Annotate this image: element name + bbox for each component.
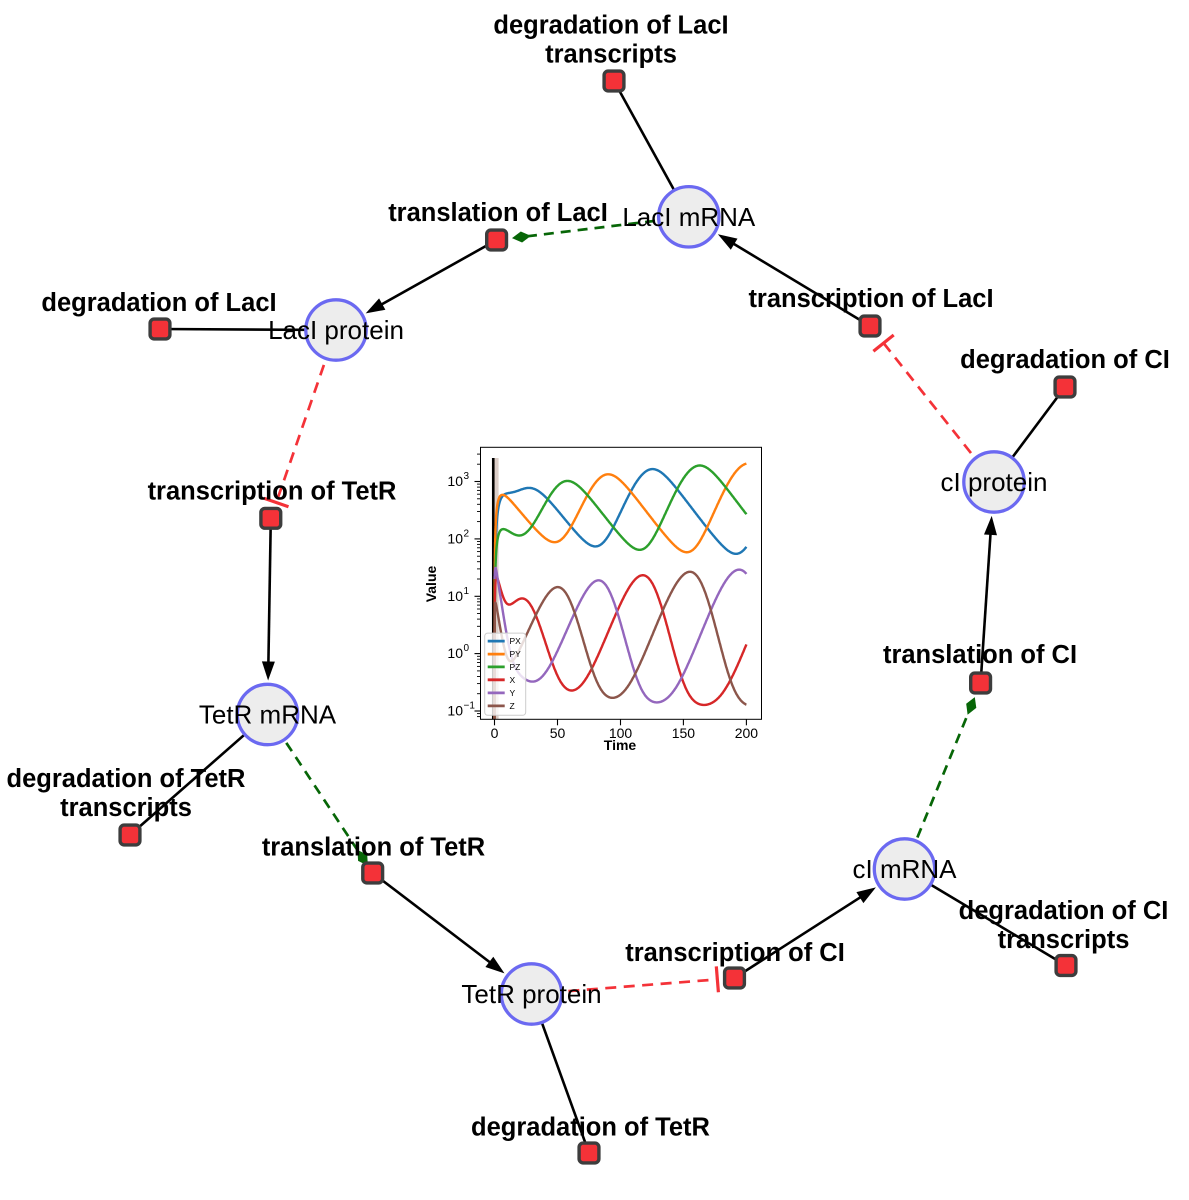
svg-text:X: X [510, 675, 516, 685]
svg-text:TetR mRNA: TetR mRNA [199, 700, 337, 730]
svg-text:degradation of LacI: degradation of LacI [493, 12, 728, 40]
svg-text:−1: −1 [464, 701, 476, 712]
svg-text:10: 10 [447, 530, 463, 546]
svg-text:PZ: PZ [510, 662, 521, 672]
svg-text:degradation of CI: degradation of CI [960, 346, 1170, 374]
svg-text:translation of CI: translation of CI [883, 641, 1077, 669]
svg-text:3: 3 [464, 471, 470, 482]
svg-text:degradation of CI: degradation of CI [959, 897, 1169, 925]
svg-text:1: 1 [464, 586, 470, 597]
svg-text:150: 150 [672, 725, 696, 741]
svg-text:translation of TetR: translation of TetR [262, 834, 485, 862]
svg-text:PY: PY [510, 649, 522, 659]
svg-text:transcription of LacI: transcription of LacI [748, 285, 993, 313]
svg-text:2: 2 [464, 528, 470, 539]
svg-text:cI mRNA: cI mRNA [853, 854, 958, 884]
svg-text:0: 0 [491, 725, 499, 741]
svg-text:10: 10 [447, 645, 463, 661]
svg-text:200: 200 [735, 725, 759, 741]
svg-text:0: 0 [464, 643, 470, 654]
svg-text:PX: PX [510, 636, 522, 646]
svg-text:transcripts: transcripts [60, 794, 192, 822]
svg-text:Time: Time [604, 737, 637, 753]
svg-text:10: 10 [447, 588, 463, 604]
svg-text:50: 50 [550, 725, 566, 741]
svg-text:transcription of TetR: transcription of TetR [148, 478, 397, 506]
svg-text:TetR protein: TetR protein [461, 979, 601, 1009]
svg-text:10: 10 [447, 473, 463, 489]
svg-text:degradation of LacI: degradation of LacI [41, 289, 276, 317]
svg-text:Value: Value [423, 566, 439, 603]
svg-text:Z: Z [510, 701, 515, 711]
svg-text:LacI protein: LacI protein [268, 315, 404, 345]
svg-text:transcription of CI: transcription of CI [625, 939, 845, 967]
svg-text:transcripts: transcripts [545, 41, 677, 69]
svg-text:degradation of TetR: degradation of TetR [471, 1114, 710, 1142]
svg-text:cI protein: cI protein [941, 467, 1048, 497]
svg-text:translation of LacI: translation of LacI [388, 199, 608, 227]
svg-text:LacI mRNA: LacI mRNA [622, 202, 756, 232]
svg-text:Y: Y [510, 688, 516, 698]
svg-text:degradation of TetR: degradation of TetR [7, 765, 246, 793]
svg-text:100: 100 [609, 725, 633, 741]
svg-text:transcripts: transcripts [998, 926, 1130, 954]
svg-text:10: 10 [447, 703, 463, 719]
